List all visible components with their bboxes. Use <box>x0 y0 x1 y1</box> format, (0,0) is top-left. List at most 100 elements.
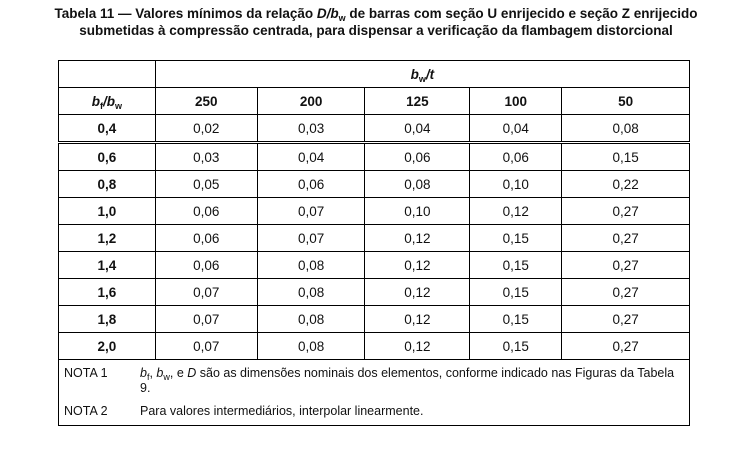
note-subscript: f <box>146 372 150 382</box>
row-label: 0,6 <box>58 142 156 171</box>
column-header: 250 <box>154 87 258 115</box>
note-text: Para valores intermediários, interpolar … <box>140 404 423 419</box>
table-cell: 0,08 <box>364 170 471 198</box>
column-header: 200 <box>256 87 366 115</box>
table-row: 1,6 0,07 0,08 0,12 0,15 0,27 <box>58 278 690 306</box>
column-header: 125 <box>364 87 471 115</box>
note-text: bf, bw, e D são as dimensões nominais do… <box>140 366 685 396</box>
header-text: /t <box>425 66 435 82</box>
header-subscript: w <box>418 73 426 84</box>
table-cell: 0,15 <box>469 278 563 306</box>
note-fragment: são as dimensões nominais dos elementos,… <box>140 366 675 395</box>
header-text: /b <box>103 93 116 109</box>
table-cell: 0,03 <box>154 142 258 171</box>
table-cell: 0,04 <box>469 114 563 144</box>
table-cell: 0,06 <box>154 197 258 225</box>
table-cell: 0,08 <box>256 251 366 279</box>
table-cell: 0,06 <box>154 251 258 279</box>
note-fragment: Para valores intermediários, interpolar … <box>140 404 424 418</box>
table-row: 1,2 0,06 0,07 0,12 0,15 0,27 <box>58 224 690 252</box>
table-row: 0,6 0,03 0,04 0,06 0,06 0,15 <box>58 142 690 171</box>
notes-row: NOTA 1 bf, bw, e D são as dimensões nomin… <box>58 359 690 426</box>
table-cell: 0,08 <box>256 305 366 333</box>
table-cell: 0,15 <box>561 142 690 171</box>
header-text: b <box>91 93 101 109</box>
column-header: 50 <box>561 87 690 115</box>
table-body: 0,4 0,02 0,03 0,04 0,04 0,08 0,6 0,03 0,04 0,06 0,… <box>58 114 690 426</box>
table-cell: 0,05 <box>154 170 258 198</box>
title-text: Tabela 11 — Valores mínimos da relação <box>54 6 317 21</box>
table-cell: 0,07 <box>154 305 258 333</box>
table-cell: 0,06 <box>256 170 366 198</box>
table-cell: 0,27 <box>561 224 690 252</box>
header-subscript: f <box>100 100 104 111</box>
table-cell: 0,02 <box>154 114 258 144</box>
row-label: 1,6 <box>58 278 156 306</box>
table-cell: 0,27 <box>561 332 690 360</box>
table-row: 2,0 0,07 0,08 0,12 0,15 0,27 <box>58 332 690 360</box>
table-cell: 0,15 <box>469 251 563 279</box>
group-header: bw/t <box>154 60 691 88</box>
row-label: 2,0 <box>58 332 156 360</box>
note-fragment: b <box>156 366 164 380</box>
header-text: b <box>410 66 419 82</box>
table-cell: 0,15 <box>469 332 563 360</box>
table-cell: 0,07 <box>256 197 366 225</box>
header-row: bf/bw 250 200 125 100 50 <box>58 87 690 115</box>
table-cell: 0,15 <box>469 305 563 333</box>
title-text: de barras com seção U enrijecido e seção… <box>345 6 698 21</box>
data-table: bw/t bf/bw 250 200 125 100 50 0,4 0,02 0,03 0,0… <box>58 60 691 426</box>
title-line: submetidas à compressão centrada, para d… <box>79 23 673 38</box>
note: NOTA 1 bf, bw, e D são as dimensões nomin… <box>64 366 685 396</box>
row-label: 1,4 <box>58 251 156 279</box>
row-label: 1,2 <box>58 224 156 252</box>
note-fragment: D <box>187 366 197 380</box>
table-cell: 0,08 <box>256 332 366 360</box>
notes-cell: NOTA 1 bf, bw, e D são as dimensões nomin… <box>58 359 690 426</box>
table-cell: 0,12 <box>364 305 471 333</box>
note-fragment: b <box>140 366 147 380</box>
note: NOTA 2 Para valores intermediários, inter… <box>64 404 685 419</box>
table-title: Tabela 11 — Valores mínimos da relação D… <box>0 5 752 39</box>
title-text: D/b <box>316 6 339 21</box>
table-cell: 0,27 <box>561 197 690 225</box>
table-cell: 0,07 <box>256 224 366 252</box>
table-cell: 0,07 <box>154 332 258 360</box>
title-subscript: w <box>338 13 346 23</box>
table-cell: 0,27 <box>561 305 690 333</box>
table-cell: 0,12 <box>364 251 471 279</box>
table-row: 0,4 0,02 0,03 0,04 0,04 0,08 <box>58 114 690 144</box>
table-cell: 0,27 <box>561 278 690 306</box>
title-line: Tabela 11 — Valores mínimos da relação D… <box>0 5 752 23</box>
row-header: bf/bw <box>58 87 156 115</box>
table-cell: 0,04 <box>256 142 366 171</box>
note-label: NOTA 2 <box>64 404 108 418</box>
table-cell: 0,04 <box>364 114 471 144</box>
table-cell: 0,12 <box>364 224 471 252</box>
table-row: 1,4 0,06 0,08 0,12 0,15 0,27 <box>58 251 690 279</box>
table-cell: 0,06 <box>469 142 563 171</box>
table-cell: 0,12 <box>364 278 471 306</box>
table-row: 0,8 0,05 0,06 0,08 0,10 0,22 <box>58 170 690 198</box>
table-cell: 0,12 <box>469 197 563 225</box>
note-fragment: , e <box>169 366 188 380</box>
table-cell: 0,15 <box>469 224 563 252</box>
row-label: 0,4 <box>58 114 156 144</box>
note-fragment: , <box>149 366 157 380</box>
header-cell <box>58 60 156 88</box>
row-label: 0,8 <box>58 170 156 198</box>
table-cell: 0,10 <box>364 197 471 225</box>
table-row: 1,0 0,06 0,07 0,10 0,12 0,27 <box>58 197 690 225</box>
table-cell: 0,08 <box>256 278 366 306</box>
table-cell: 0,03 <box>256 114 366 144</box>
row-label: 1,8 <box>58 305 156 333</box>
table-cell: 0,06 <box>154 224 258 252</box>
table-cell: 0,12 <box>364 332 471 360</box>
table-cell: 0,07 <box>154 278 258 306</box>
table-cell: 0,08 <box>561 114 690 144</box>
note-subscript: w <box>163 372 170 382</box>
table-cell: 0,06 <box>364 142 471 171</box>
row-label: 1,0 <box>58 197 156 225</box>
header-subscript: w <box>115 100 123 111</box>
